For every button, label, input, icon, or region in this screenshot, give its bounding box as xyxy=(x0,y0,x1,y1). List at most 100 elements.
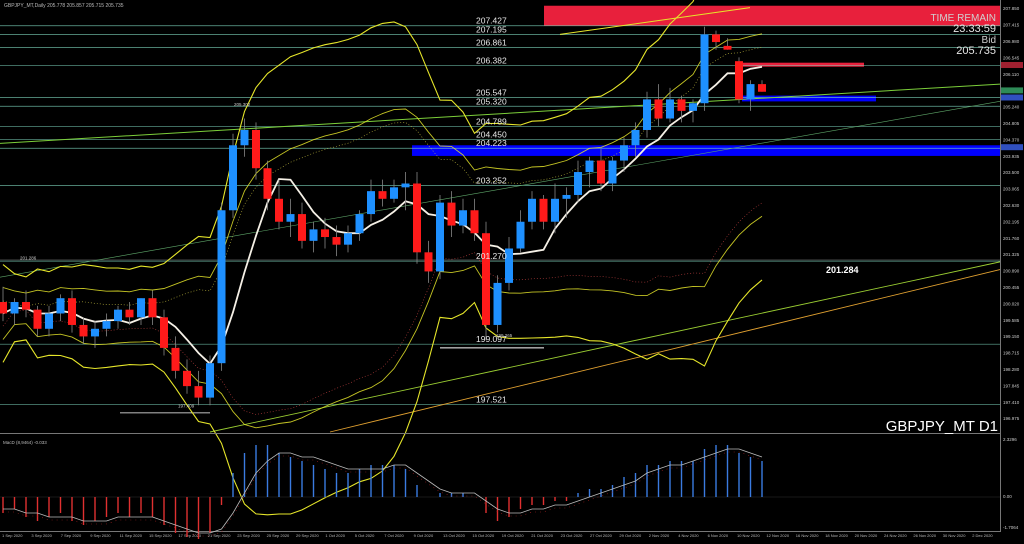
bull-candle-body xyxy=(493,282,502,325)
candle[interactable] xyxy=(10,298,19,325)
candle[interactable] xyxy=(68,290,76,333)
candle[interactable] xyxy=(643,91,651,138)
candle[interactable] xyxy=(148,290,157,325)
candle[interactable] xyxy=(712,30,720,50)
candle[interactable] xyxy=(183,359,191,394)
candle[interactable] xyxy=(321,217,329,249)
candle[interactable] xyxy=(758,80,766,92)
candle[interactable] xyxy=(723,38,732,50)
candle[interactable] xyxy=(470,198,479,241)
candle[interactable] xyxy=(45,305,53,337)
price-tick: 203.500 xyxy=(1003,170,1020,175)
candle[interactable] xyxy=(620,137,628,173)
candle[interactable] xyxy=(332,225,341,257)
candle[interactable] xyxy=(505,237,513,291)
bid-value: 205.735 xyxy=(956,45,996,57)
indicator-tick: -1.7064 xyxy=(1003,525,1019,530)
price-tick: 200.890 xyxy=(1003,269,1020,274)
candle[interactable] xyxy=(114,305,122,329)
candle[interactable] xyxy=(355,210,364,241)
side-level-label: 201.284 xyxy=(826,265,859,275)
candle[interactable] xyxy=(137,298,145,325)
candle[interactable] xyxy=(56,294,65,322)
candle[interactable] xyxy=(102,313,111,337)
price-tick: 204.805 xyxy=(1003,121,1020,126)
candle[interactable] xyxy=(689,99,697,123)
inner-band-lower xyxy=(2,215,763,429)
candle[interactable] xyxy=(528,191,536,230)
candle[interactable] xyxy=(229,133,237,218)
candle[interactable] xyxy=(436,194,444,280)
candle[interactable] xyxy=(275,179,283,230)
bull-candle-body xyxy=(240,129,249,146)
candle[interactable] xyxy=(735,57,743,104)
bull-candle-body xyxy=(700,34,709,104)
candle[interactable] xyxy=(539,194,548,230)
candle[interactable] xyxy=(562,187,571,218)
candle[interactable] xyxy=(194,370,203,406)
bear-candle-body xyxy=(758,84,766,92)
level-label: 204.789 xyxy=(476,117,507,127)
candle[interactable] xyxy=(746,80,755,111)
bull-candle-body xyxy=(666,99,674,119)
candle[interactable] xyxy=(160,309,168,356)
candle[interactable] xyxy=(344,225,352,253)
candle[interactable] xyxy=(390,179,398,203)
candle[interactable] xyxy=(79,317,88,345)
level-label: 201.270 xyxy=(476,251,507,261)
candle[interactable] xyxy=(125,302,134,325)
candle[interactable] xyxy=(367,179,375,222)
indicator-layer: 2.3296 0.00 -1.7064 xyxy=(0,433,1019,541)
price-tick: 203.935 xyxy=(1003,154,1020,159)
candle[interactable] xyxy=(424,240,433,283)
candle[interactable] xyxy=(401,172,410,211)
bear-candle-body xyxy=(125,309,134,318)
bear-candle-body xyxy=(723,45,732,50)
candle[interactable] xyxy=(252,122,260,180)
candle[interactable] xyxy=(286,198,295,238)
candle[interactable] xyxy=(171,336,180,379)
date-tick: 7 Oct 2020 xyxy=(384,533,404,538)
candle[interactable] xyxy=(309,221,318,253)
bear-candle-body xyxy=(68,298,76,325)
candle[interactable] xyxy=(700,26,709,111)
timer-value: 23:33:59 xyxy=(953,23,996,35)
candle[interactable] xyxy=(91,321,99,348)
bear-candle-body xyxy=(252,129,260,169)
candle[interactable] xyxy=(482,221,490,341)
candle[interactable] xyxy=(677,95,686,123)
candle[interactable] xyxy=(597,149,605,192)
candle[interactable] xyxy=(493,275,502,333)
candle[interactable] xyxy=(551,183,559,234)
level-label: 203.252 xyxy=(476,175,507,185)
level-label: 206.861 xyxy=(476,37,507,47)
candle[interactable] xyxy=(263,160,272,211)
price-tick: 198.715 xyxy=(1003,351,1020,356)
candle[interactable] xyxy=(585,156,594,188)
candle[interactable] xyxy=(654,84,663,127)
indicator-tick: 0.00 xyxy=(1003,494,1012,499)
candle[interactable] xyxy=(206,355,214,406)
date-tick: 21 Sep 2020 xyxy=(208,533,231,538)
candle[interactable] xyxy=(666,87,674,123)
candle[interactable] xyxy=(459,198,467,234)
candle[interactable] xyxy=(413,172,421,264)
candle[interactable] xyxy=(298,202,306,249)
price-tick: 201.760 xyxy=(1003,236,1020,241)
candle[interactable] xyxy=(217,202,226,371)
candle[interactable] xyxy=(378,179,387,207)
candle[interactable] xyxy=(22,290,30,318)
candle[interactable] xyxy=(574,160,582,203)
candle[interactable] xyxy=(240,118,249,157)
candle[interactable] xyxy=(516,210,525,253)
bear-candle-body xyxy=(263,168,272,199)
candle[interactable] xyxy=(0,286,7,322)
candle[interactable] xyxy=(447,191,456,238)
candle[interactable] xyxy=(608,156,617,192)
bull-candle-body xyxy=(286,214,295,222)
candle[interactable] xyxy=(33,305,42,337)
candle[interactable] xyxy=(631,122,640,157)
date-tick: 27 Oct 2020 xyxy=(590,533,613,538)
